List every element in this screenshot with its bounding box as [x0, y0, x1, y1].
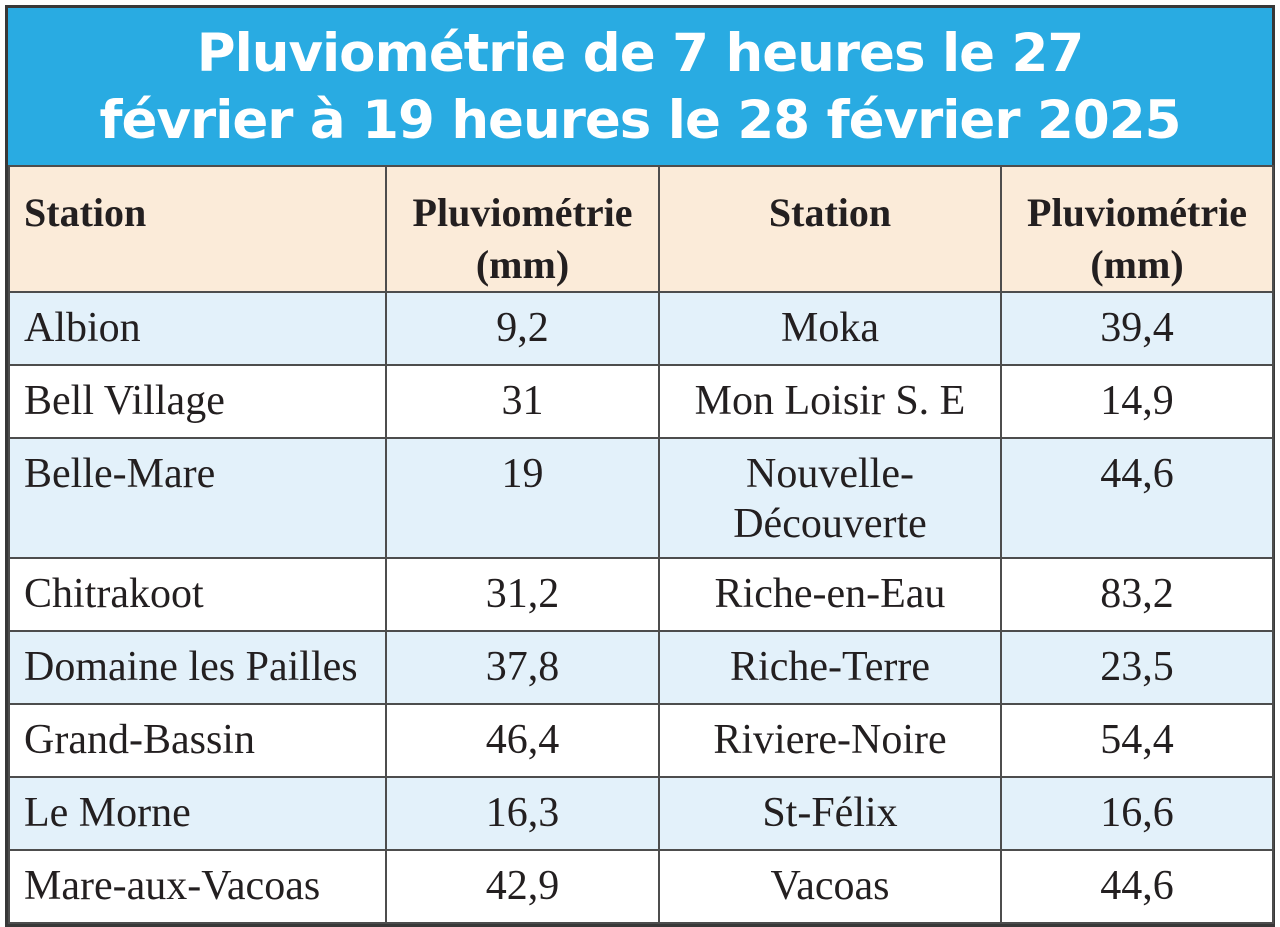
header-pluviometrie-right: Pluviométrie (mm) — [1000, 165, 1274, 293]
value-cell: 31,2 — [385, 557, 660, 632]
table-row: Le Morne 16,3 St-Félix 16,6 — [8, 776, 1274, 851]
value-cell: 9,2 — [385, 291, 660, 366]
station-cell: Riviere-Noire — [658, 703, 1002, 778]
station-cell: Grand-Bassin — [8, 703, 387, 778]
station-cell: Mare-aux-Vacoas — [8, 849, 387, 924]
table-row: Domaine les Pailles 37,8 Riche-Terre 23,… — [8, 630, 1274, 705]
value-cell: 23,5 — [1000, 630, 1274, 705]
station-cell: Mon Loisir S. E — [658, 364, 1002, 439]
value-cell: 39,4 — [1000, 291, 1274, 366]
table-row: Mare-aux-Vacoas 42,9 Vacoas 44,6 — [8, 849, 1274, 924]
station-cell: Riche-en-Eau — [658, 557, 1002, 632]
title-line-2: février à 19 heures le 28 février 2025 — [99, 89, 1182, 151]
station-cell: Belle-Mare — [8, 437, 387, 559]
header-label: Station — [768, 190, 892, 235]
value-cell: 19 — [385, 437, 660, 559]
title-line-1: Pluviométrie de 7 heures le 27 — [196, 22, 1085, 84]
title-banner: Pluviométrie de 7 heures le 27 février à… — [8, 8, 1272, 165]
value-cell: 16,6 — [1000, 776, 1274, 851]
station-cell: Albion — [8, 291, 387, 366]
header-label: Pluviométrie — [412, 190, 633, 235]
station-cell: Le Morne — [8, 776, 387, 851]
value-cell: 31 — [385, 364, 660, 439]
header-unit: (mm) — [1090, 242, 1184, 287]
value-cell: 42,9 — [385, 849, 660, 924]
header-pluviometrie-left: Pluviométrie (mm) — [385, 165, 660, 293]
station-cell: Bell Village — [8, 364, 387, 439]
table-row: Bell Village 31 Mon Loisir S. E 14,9 — [8, 364, 1274, 439]
header-unit: (mm) — [475, 242, 570, 287]
header-station-right: Station — [658, 165, 1002, 293]
header-row: Station Pluviométrie (mm) Station Pluvio… — [8, 165, 1274, 293]
station-cell: St-Félix — [658, 776, 1002, 851]
header-station-left: Station — [8, 165, 387, 293]
station-cell: Chitrakoot — [8, 557, 387, 632]
table-row: Chitrakoot 31,2 Riche-en-Eau 83,2 — [8, 557, 1274, 632]
value-cell: 44,6 — [1000, 437, 1274, 559]
station-cell: Vacoas — [658, 849, 1002, 924]
rainfall-infographic: Pluviométrie de 7 heures le 27 février à… — [5, 5, 1275, 927]
table-row: Albion 9,2 Moka 39,4 — [8, 291, 1274, 366]
value-cell: 37,8 — [385, 630, 660, 705]
rainfall-table: Station Pluviométrie (mm) Station Pluvio… — [8, 165, 1274, 924]
value-cell: 54,4 — [1000, 703, 1274, 778]
value-cell: 83,2 — [1000, 557, 1274, 632]
header-label: Station — [24, 190, 147, 235]
table-row: Grand-Bassin 46,4 Riviere-Noire 54,4 — [8, 703, 1274, 778]
table-row: Belle-Mare 19 Nouvelle-Découverte 44,6 — [8, 437, 1274, 559]
value-cell: 44,6 — [1000, 849, 1274, 924]
value-cell: 16,3 — [385, 776, 660, 851]
station-cell: Nouvelle-Découverte — [658, 437, 1002, 559]
value-cell: 46,4 — [385, 703, 660, 778]
header-label: Pluviométrie — [1027, 190, 1247, 235]
station-cell: Riche-Terre — [658, 630, 1002, 705]
value-cell: 14,9 — [1000, 364, 1274, 439]
station-cell: Moka — [658, 291, 1002, 366]
station-cell: Domaine les Pailles — [8, 630, 387, 705]
